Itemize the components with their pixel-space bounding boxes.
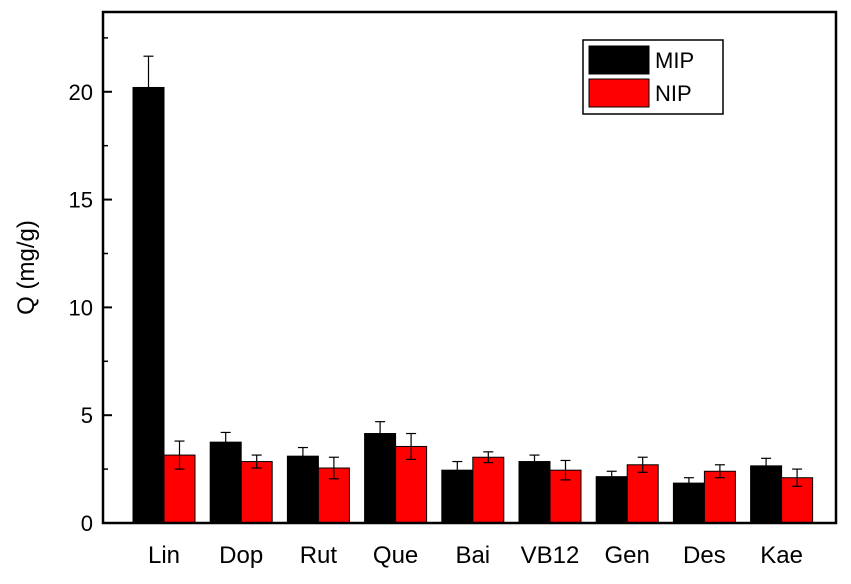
x-category-label: Rut <box>300 542 338 569</box>
bar-mip-gen <box>595 476 628 524</box>
x-category-label: VB12 <box>521 542 580 569</box>
y-tick-label: 0 <box>81 511 93 536</box>
y-tick-label: 20 <box>69 80 93 105</box>
bar-nip-bai <box>472 456 505 524</box>
legend-label-mip: MIP <box>655 48 694 73</box>
x-category-label: Lin <box>148 542 180 569</box>
bar-nip-gen <box>626 464 659 524</box>
bar-mip-lin <box>132 86 165 524</box>
x-category-label: Gen <box>605 542 650 569</box>
bar-nip-des <box>703 470 736 524</box>
legend: MIP NIP <box>582 39 724 115</box>
y-tick-label: 15 <box>69 188 93 213</box>
bar-mip-rut <box>286 455 319 524</box>
x-axis-category-labels: Lin Dop Rut Que Bai VB12 Gen Des Kae <box>148 542 803 569</box>
bar-mip-dop <box>209 441 242 524</box>
y-tick-label: 10 <box>69 295 93 320</box>
y-axis-ticks: 0 5 10 15 20 <box>69 37 112 536</box>
x-category-label: Bai <box>455 542 490 569</box>
plot-frame <box>101 10 838 525</box>
bar-mip-vb12 <box>518 461 551 524</box>
y-tick-label: 5 <box>81 403 93 428</box>
x-category-label: Que <box>373 542 418 569</box>
x-category-label: Des <box>683 542 726 569</box>
bar-mip-que <box>364 433 397 524</box>
legend-label-nip: NIP <box>655 81 692 106</box>
x-category-label: Kae <box>760 542 803 569</box>
legend-swatch-nip <box>588 78 650 108</box>
bar-nip-dop <box>240 461 273 524</box>
x-category-label: Dop <box>219 542 263 569</box>
bar-mip-kae <box>750 465 783 524</box>
bar-mip-des <box>672 482 705 524</box>
legend-swatch-mip <box>588 45 650 75</box>
error-bars-layer <box>143 55 803 490</box>
bars-layer <box>132 86 814 524</box>
y-axis-title: Q (mg/g) <box>13 220 40 315</box>
